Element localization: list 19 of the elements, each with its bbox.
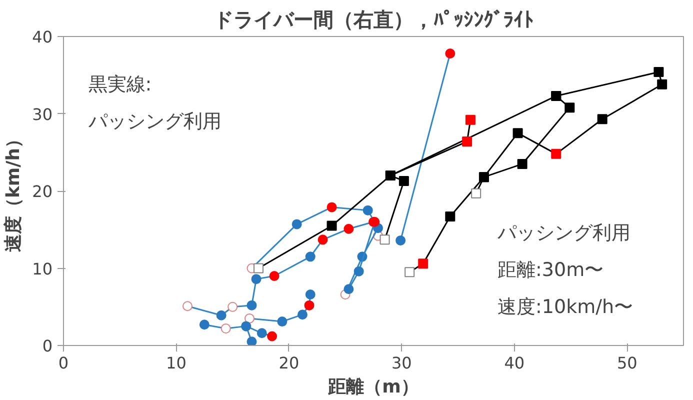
annotation: パッシング利用 (496, 222, 630, 244)
annotation: 速度:10km/h〜 (498, 296, 634, 318)
x-tick-label: 20 (278, 354, 300, 372)
x-tick-label: 10 (166, 354, 186, 372)
x-tick-label: 0 (58, 354, 69, 372)
annotation: 黒実線: (88, 74, 152, 96)
annotation: パッシング利用 (87, 110, 222, 133)
y-axis-title: 速度（km/h） (3, 130, 24, 252)
x-tick-label: 50 (616, 354, 638, 372)
y-tick-label: 10 (32, 259, 52, 278)
x-tick-label: 40 (504, 354, 525, 372)
y-tick-label: 40 (32, 28, 52, 46)
x-axis-title: 距離（m） (327, 376, 419, 398)
y-tick-label: 20 (32, 182, 52, 201)
y-tick-label: 0 (42, 336, 53, 356)
annotation: 距離:30m〜 (498, 258, 604, 281)
chart-title: ドライバー間（右直），ﾊﾟｯｼﾝｸﾞﾗｲﾄ (214, 8, 534, 32)
x-tick-label: 30 (392, 354, 412, 372)
y-tick-label: 30 (32, 104, 52, 124)
